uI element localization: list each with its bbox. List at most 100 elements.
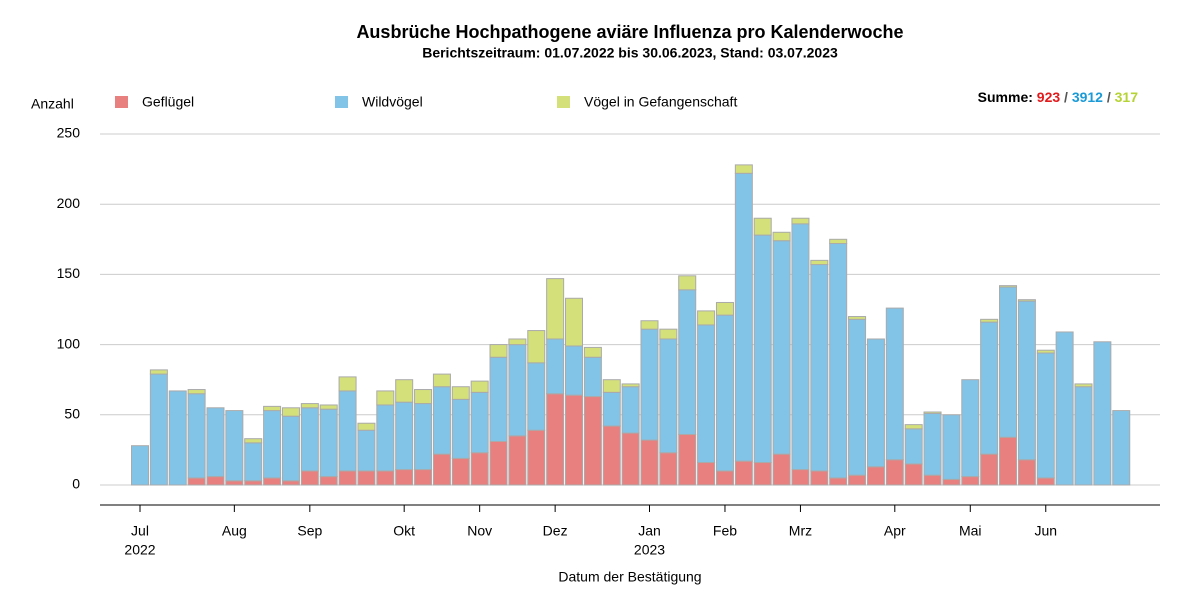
bar-segment: [376, 390, 395, 406]
bar-segment: [1074, 383, 1093, 388]
bar-segment: [734, 460, 753, 486]
y-tick-label: 250: [57, 125, 81, 141]
bar-segment: [810, 259, 829, 266]
bar-segment: [1074, 386, 1093, 486]
bar-segment: [923, 412, 942, 476]
bar-segment: [244, 438, 263, 444]
bar-segment: [980, 321, 999, 455]
bar-segment: [999, 285, 1018, 288]
summary-separator: /: [1107, 89, 1111, 105]
bar-segment: [659, 452, 678, 486]
bar-segment: [697, 462, 716, 486]
bar-segment: [281, 415, 300, 482]
bar-segment: [621, 432, 640, 486]
bar-segment: [168, 390, 187, 486]
bar-segment: [565, 394, 584, 486]
bar-segment: [489, 440, 508, 486]
bar-segment: [263, 405, 282, 412]
bar-segment: [734, 172, 753, 462]
bar-segment: [678, 275, 697, 291]
bar-segment: [772, 453, 791, 486]
bar-segment: [621, 383, 640, 388]
bar-segment: [1055, 331, 1074, 486]
bar-segment: [357, 429, 376, 472]
bar-segment: [263, 477, 282, 486]
bar-segment: [432, 386, 451, 455]
x-tick-label: Apr: [884, 523, 906, 539]
bar-segment: [187, 389, 206, 395]
bar-segment: [904, 463, 923, 486]
bar-segment: [866, 338, 885, 468]
bar-segment: [470, 380, 489, 393]
bar-segment: [999, 436, 1018, 486]
x-tick-label: Nov: [467, 523, 492, 539]
bar-segment: [376, 470, 395, 486]
bar-segment: [810, 264, 829, 472]
bar-segment: [149, 373, 168, 486]
bar-segment: [621, 386, 640, 434]
bar-segment: [980, 453, 999, 486]
bar-segment: [659, 328, 678, 340]
bar-segment: [565, 345, 584, 396]
bar-segment: [942, 414, 961, 480]
bar-segment: [187, 393, 206, 479]
bar-segment: [508, 344, 527, 437]
bar-segment: [546, 278, 565, 340]
bar-segment: [810, 470, 829, 486]
x-tick-label: Sep: [297, 523, 322, 539]
bar-segment: [565, 297, 584, 347]
bar-segment: [980, 318, 999, 323]
bar-segment: [319, 408, 338, 478]
bar-segment: [338, 470, 357, 486]
x-tick-label: Okt: [393, 523, 415, 539]
bar-segment: [734, 164, 753, 174]
bar-segment: [715, 314, 734, 472]
bar-segment: [357, 470, 376, 486]
bar-segment: [225, 480, 244, 486]
legend-label: Geflügel: [142, 94, 194, 110]
bar-segment: [414, 389, 433, 405]
bar-segment: [640, 328, 659, 441]
bar-segment: [225, 410, 244, 482]
bar-segment: [489, 344, 508, 358]
bar-segment: [848, 474, 867, 486]
chart-subtitle: Berichtszeitraum: 01.07.2022 bis 30.06.2…: [422, 45, 838, 61]
bar-segment: [451, 457, 470, 486]
bar-segment: [848, 318, 867, 476]
x-tick-label: Mrz: [789, 523, 812, 539]
summary-separator: /: [1064, 89, 1068, 105]
bar-segment: [1017, 299, 1036, 302]
bar-segment: [414, 403, 433, 471]
bar-segment: [300, 470, 319, 486]
chart-title: Ausbrüche Hochpathogene aviäre Influenza…: [356, 22, 903, 42]
bar-segment: [923, 474, 942, 486]
y-tick-label: 50: [64, 406, 80, 422]
bar-segment: [866, 466, 885, 486]
legend-swatch: [335, 96, 348, 108]
bar-segment: [904, 424, 923, 430]
x-axis-label: Datum der Bestätigung: [558, 569, 701, 585]
legend-swatch: [115, 96, 128, 108]
bar-segment: [244, 442, 263, 482]
bar-segment: [602, 425, 621, 486]
bar-segment: [149, 369, 168, 375]
bar-segment: [678, 433, 697, 486]
bar-segment: [1017, 300, 1036, 461]
bar-segment: [1093, 341, 1112, 486]
bar-segment: [319, 404, 338, 410]
bar-segment: [999, 286, 1018, 438]
bar-segment: [885, 459, 904, 486]
y-tick-label: 0: [72, 476, 80, 492]
bar-segment: [527, 429, 546, 486]
y-tick-label: 100: [57, 335, 81, 351]
bar-segment: [602, 379, 621, 393]
bar-segment: [395, 401, 414, 471]
bar-segment: [753, 217, 772, 236]
bar-segment: [659, 338, 678, 454]
bar-segment: [470, 452, 489, 486]
bar-segment: [300, 407, 319, 472]
x-tick-label: Aug: [222, 523, 247, 539]
bar-segment: [432, 453, 451, 486]
bar-segment: [583, 356, 602, 398]
bar-segment: [131, 445, 149, 486]
